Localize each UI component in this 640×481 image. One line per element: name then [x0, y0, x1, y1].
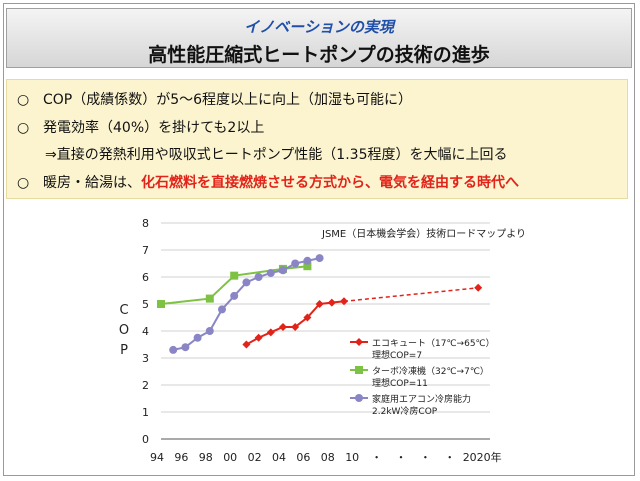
data-point: [474, 283, 483, 292]
bullet-line-1: ○ COP（成績係数）が5～6程度以上に向上（加湿も可能に）: [17, 89, 412, 109]
x-tick-label: 98: [199, 451, 213, 464]
data-point: [230, 271, 239, 280]
circle-bullet-icon: ○: [17, 92, 30, 108]
data-point: [327, 298, 336, 307]
legend-label: エコキュート（17℃→65℃）: [372, 338, 495, 349]
y-tick-2: 2: [142, 379, 149, 392]
data-point: [279, 266, 287, 275]
legend-item-0: エコキュート（17℃→65℃）理想COP=7: [350, 338, 495, 361]
series-2: [169, 254, 324, 354]
bullet-box: ○ COP（成績係数）が5～6程度以上に向上（加湿も可能に） ○ 発電効率（40%）…: [6, 79, 628, 199]
legend-item-1: ターボ冷凍機（32℃→7℃）理想COP=11: [350, 365, 489, 389]
x-tick-label: ・: [420, 451, 431, 464]
x-tick-label: 06: [296, 451, 310, 464]
x-tick-labels: 94 96 98 00 02 04 06 08 10 ・・・・ 2020年: [150, 450, 502, 464]
y-tick-5: 5: [142, 298, 149, 311]
data-point: [254, 333, 263, 342]
y-axis-label-letter: C: [119, 303, 128, 318]
series-1: [157, 262, 312, 308]
x-tick-label: ・: [371, 451, 382, 464]
circle-bullet-icon: ○: [17, 175, 30, 191]
chart-gridlines: [161, 222, 490, 413]
data-point: [218, 305, 226, 314]
data-point: [254, 273, 263, 281]
y-axis-label-letter: P: [120, 343, 128, 358]
series-0: [242, 283, 483, 349]
y-tick-0: 0: [142, 433, 149, 446]
y-tick-4: 4: [142, 325, 149, 338]
data-point: [291, 259, 300, 268]
bullet-text-3: ⇒直接の発熱利用や吸収式ヒートポンプ性能（1.35程度）を大幅に上回る: [45, 147, 508, 163]
legend-note: 理想COP=11: [372, 377, 428, 389]
data-point: [242, 340, 251, 349]
data-point: [303, 313, 312, 322]
data-point: [205, 327, 214, 335]
projection-line: [343, 287, 479, 303]
chart-series: [157, 254, 483, 354]
legend-note: 理想COP=7: [372, 349, 422, 361]
bullet-text-4-prefix: 暖房・給湯は、: [43, 175, 141, 191]
y-tick-6: 6: [142, 271, 149, 284]
data-point: [205, 294, 214, 303]
data-point: [291, 322, 300, 331]
legend-note: 2.2kW冷房COP: [372, 405, 438, 417]
data-point: [355, 338, 363, 346]
legend-label: ターボ冷凍機（32℃→7℃）: [372, 365, 489, 377]
slide-title: 高性能圧縮式ヒートポンプの技術の進歩: [148, 44, 490, 66]
legend-label: 家庭用エアコン冷房能力: [372, 393, 471, 405]
data-point: [355, 366, 363, 374]
data-point: [315, 300, 324, 308]
y-tick-labels: 0 1 2 3 4 5 6 7 8: [142, 217, 149, 446]
data-point: [303, 256, 312, 265]
data-point: [266, 328, 275, 337]
data-point: [230, 291, 239, 300]
data-point: [181, 343, 190, 352]
x-tick-label: 08: [321, 451, 335, 464]
data-point: [303, 262, 312, 271]
chart-legend: エコキュート（17℃→65℃）理想COP=7ターボ冷凍機（32℃→7℃）理想CO…: [350, 338, 495, 417]
x-tick-label: ・: [444, 451, 455, 464]
source-note: JSME（日本機会学会）技術ロードマップより: [321, 227, 526, 240]
x-tick-label: 02: [248, 451, 262, 464]
x-tick-label: 96: [174, 451, 188, 464]
x-tick-label: 10: [345, 451, 359, 464]
data-point: [193, 333, 202, 342]
y-tick-3: 3: [142, 352, 149, 365]
x-tick-label: 00: [223, 451, 237, 464]
data-point: [315, 254, 324, 263]
x-tick-label: 04: [272, 451, 286, 464]
y-axis-label-letter: O: [119, 323, 129, 338]
y-tick-8: 8: [142, 217, 149, 230]
data-point: [279, 322, 287, 331]
y-tick-7: 7: [142, 244, 149, 257]
data-point: [266, 268, 275, 277]
x-tick-label: 2020年: [463, 450, 502, 464]
data-point: [169, 345, 178, 354]
slide-subtitle: イノベーションの実現: [244, 18, 394, 36]
x-tick-label: ・: [396, 451, 407, 464]
y-tick-1: 1: [142, 406, 149, 419]
data-point: [355, 394, 363, 402]
bullet-text-2: 発電効率（40%）を掛けても2以上: [43, 120, 265, 136]
x-tick-label: 94: [150, 451, 164, 464]
data-point: [242, 278, 251, 287]
bullet-line-4: ○ 暖房・給湯は、化石燃料を直接燃焼させる方式から、電気を経由する時代へ: [17, 172, 519, 192]
bullet-line-2: ○ 発電効率（40%）を掛けても2以上: [17, 117, 264, 137]
data-point: [340, 297, 348, 306]
y-axis-label: COP: [119, 303, 129, 358]
bullet-text-1: COP（成績係数）が5～6程度以上に向上（加湿も可能に）: [43, 92, 413, 108]
data-point: [157, 300, 165, 308]
bullet-text-4-highlight: 化石燃料を直接燃焼させる方式から、電気を経由する時代へ: [141, 175, 519, 191]
bullet-line-3: ⇒直接の発熱利用や吸収式ヒートポンプ性能（1.35程度）を大幅に上回る: [45, 144, 507, 164]
circle-bullet-icon: ○: [17, 120, 30, 136]
title-box: イノベーションの実現 高性能圧縮式ヒートポンプの技術の進歩: [6, 8, 632, 68]
